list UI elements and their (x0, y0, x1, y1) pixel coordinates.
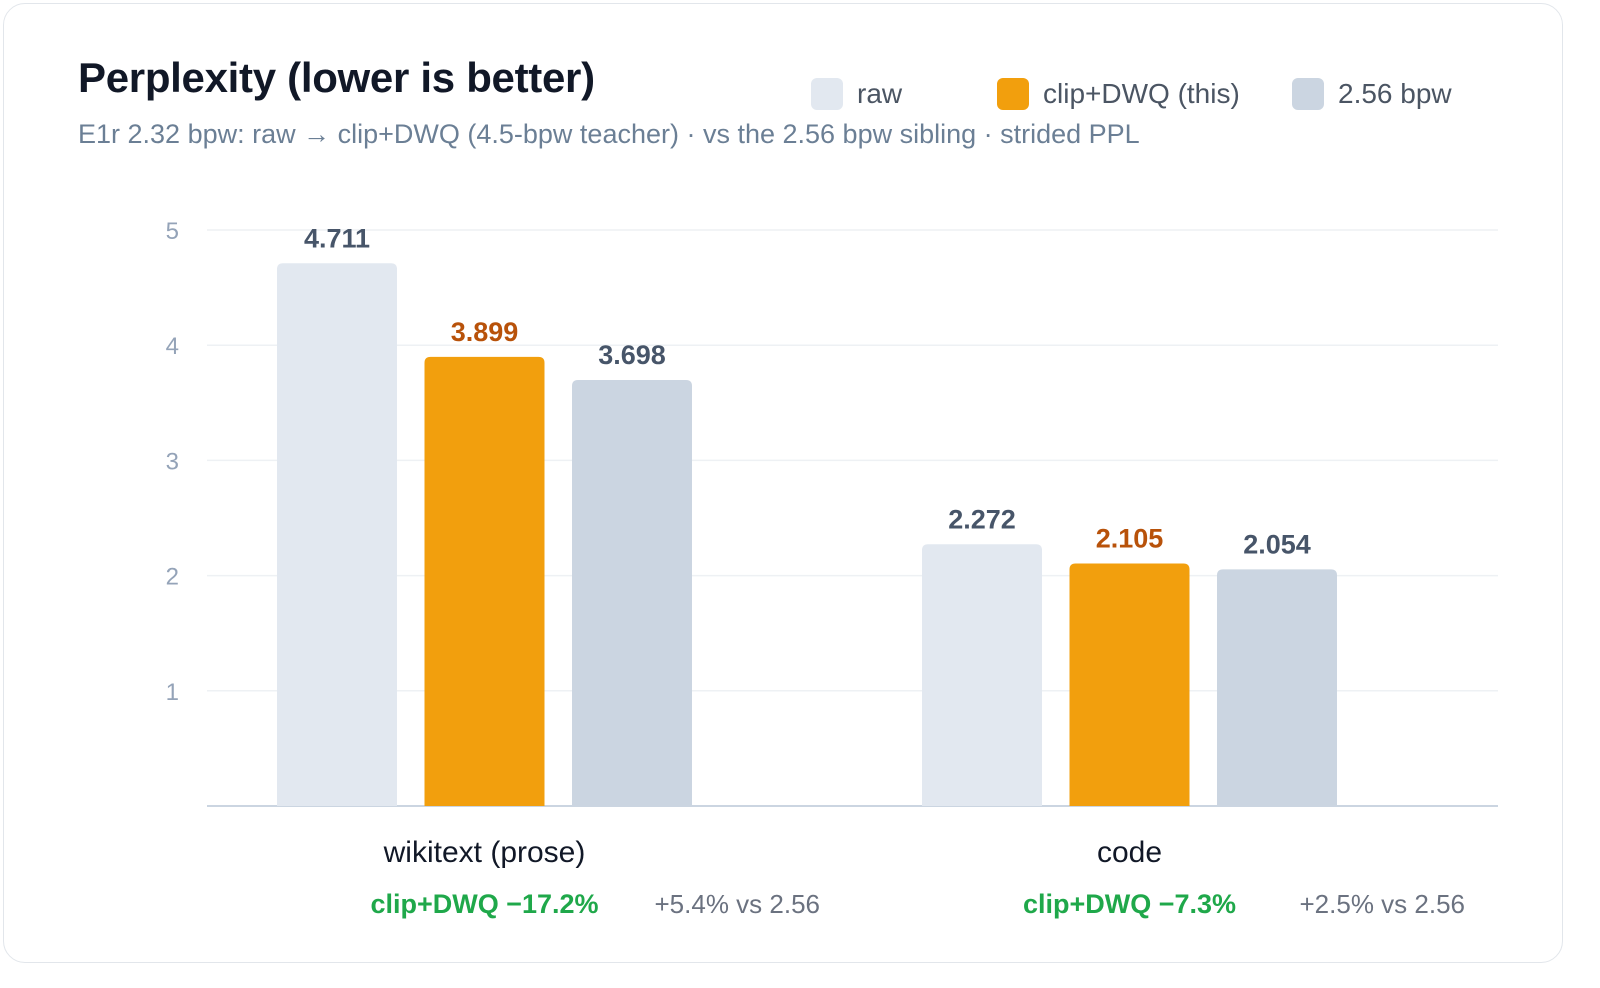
y-tick-label: 4 (166, 333, 179, 360)
y-tick-label: 2 (166, 564, 179, 591)
legend-item-raw: raw (811, 77, 902, 111)
bar-raw (277, 263, 397, 806)
y-tick-label: 1 (166, 679, 179, 706)
data-label-raw: 4.711 (304, 223, 370, 253)
chart-card: Perplexity (lower is better) E1r 2.32 bp… (3, 3, 1563, 963)
bar-clip-dwq (1069, 563, 1190, 806)
chart-subtitle: E1r 2.32 bpw: raw → clip+DWQ (4.5-bpw te… (78, 119, 1140, 149)
legend-swatch-2-56-bpw (1292, 78, 1324, 110)
y-tick-label: 5 (166, 218, 179, 245)
legend-label-clip-dwq: clip+DWQ (this) (1043, 78, 1240, 109)
legend-swatch-clip-dwq (997, 78, 1029, 110)
bar-clip-dwq (424, 356, 545, 806)
data-label-raw: 2.272 (948, 504, 1016, 534)
legend-item-clip-dwq: clip+DWQ (this) (997, 77, 1240, 111)
data-label-2-56-bpw: 3.698 (598, 340, 666, 370)
bar-2-56-bpw (1217, 569, 1337, 806)
delta-annotation: +5.4% vs 2.56 (655, 889, 821, 919)
legend-label-raw: raw (857, 78, 903, 109)
legend-label-2-56-bpw: 2.56 bpw (1338, 78, 1452, 109)
data-label-clip-dwq: 3.899 (451, 317, 519, 347)
bar-raw (922, 544, 1042, 806)
legend-swatch-raw (811, 78, 843, 110)
improvement-annotation: clip+DWQ −17.2% (370, 889, 598, 919)
bar-2-56-bpw (572, 379, 692, 806)
x-category-label: wikitext (prose) (383, 836, 586, 869)
chart-title: Perplexity (lower is better) (78, 54, 595, 101)
data-label-clip-dwq: 2.105 (1096, 524, 1164, 554)
y-tick-label: 3 (166, 448, 179, 475)
data-label-2-56-bpw: 2.054 (1243, 529, 1311, 559)
delta-annotation: +2.5% vs 2.56 (1300, 889, 1466, 919)
improvement-annotation: clip+DWQ −7.3% (1023, 889, 1236, 919)
x-category-label: code (1097, 836, 1162, 869)
legend-item-2-56-bpw: 2.56 bpw (1292, 77, 1452, 111)
